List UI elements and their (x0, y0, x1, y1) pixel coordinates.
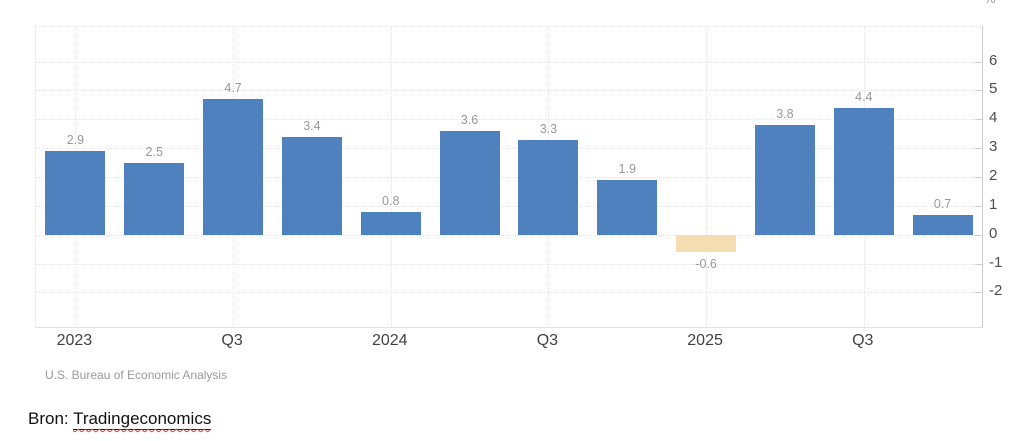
y-tick-label: 4 (989, 109, 998, 127)
bar-value-label: 2.5 (145, 144, 163, 159)
bar[interactable] (518, 139, 579, 235)
h-gridline (36, 263, 982, 265)
y-tick-label: -2 (989, 282, 1003, 300)
x-tick-label: 2025 (687, 332, 723, 349)
bar-value-label: 4.7 (224, 81, 242, 96)
x-tick-label: Q3 (852, 332, 874, 349)
h-gridline (36, 148, 982, 150)
h-gridline (36, 292, 982, 294)
chart-attribution: U.S. Bureau of Economic Analysis (45, 368, 228, 382)
bar-value-label: 0.8 (382, 193, 400, 208)
source-link[interactable]: Tradingeconomics (73, 409, 212, 430)
y-axis-tick (975, 292, 982, 294)
y-axis-tick (975, 263, 982, 265)
source-line: Bron: Tradingeconomics (28, 409, 212, 430)
h-gridline (36, 119, 982, 121)
y-tick-label: 5 (989, 80, 998, 98)
y-axis-tick (975, 177, 982, 178)
bar[interactable] (676, 234, 737, 252)
h-gridline (36, 205, 982, 207)
y-tick-label: 6 (989, 51, 998, 69)
bar[interactable] (597, 179, 658, 235)
chart-plot-area: 2.9 2.5 4.7 3.4 0.8 3.6 3.3 1.9 -0.6 3.8 4.4 0.7 (35, 26, 983, 328)
source-label: Bron: (28, 409, 74, 428)
bar-value-label: 4.4 (855, 89, 873, 104)
bar[interactable] (203, 99, 264, 235)
x-tick-label: 2023 (56, 332, 93, 349)
bar-value-label: 2.9 (66, 133, 85, 148)
bar-value-label: 1.9 (618, 161, 636, 176)
x-tick-label: 2024 (371, 332, 408, 349)
h-gridline (36, 234, 982, 236)
y-tick-label: 1 (989, 195, 998, 213)
bar-value-label: -0.6 (695, 257, 717, 271)
h-gridline (36, 90, 982, 92)
v-gridline (706, 27, 708, 327)
bar[interactable] (833, 107, 894, 235)
x-tick-label: Q3 (536, 332, 559, 349)
y-axis-tick (975, 234, 982, 236)
y-tick-label: 3 (989, 138, 998, 156)
y-axis-tick (975, 119, 982, 121)
bar-value-label: 0.7 (933, 196, 952, 211)
bar-value-label: 3.4 (303, 118, 321, 133)
bar-value-label: 3.6 (460, 112, 479, 127)
bar[interactable] (912, 214, 973, 235)
y-axis-tick (975, 205, 982, 207)
bar-value-label: 3.8 (776, 107, 794, 122)
bar-value-label: 3.3 (539, 121, 558, 136)
y-axis-tick (975, 90, 982, 92)
y-axis-tick (975, 61, 982, 63)
y-tick-label: -1 (989, 253, 1003, 271)
bar[interactable] (281, 136, 342, 235)
bar[interactable] (124, 162, 185, 235)
bar[interactable] (360, 211, 421, 235)
v-gridline (390, 27, 392, 327)
h-gridline (36, 177, 982, 178)
y-axis-tick (975, 148, 982, 150)
y-tick-label: 0 (989, 224, 998, 242)
y-axis-unit-clipped: % (984, 0, 996, 6)
bar[interactable] (754, 125, 815, 235)
x-tick-label: Q3 (221, 332, 243, 349)
bar[interactable] (45, 151, 106, 235)
source-link-text[interactable]: Tradingeconomics (73, 409, 212, 428)
y-tick-label: 2 (989, 167, 998, 184)
h-gridline (36, 61, 982, 63)
bar[interactable] (439, 130, 500, 235)
